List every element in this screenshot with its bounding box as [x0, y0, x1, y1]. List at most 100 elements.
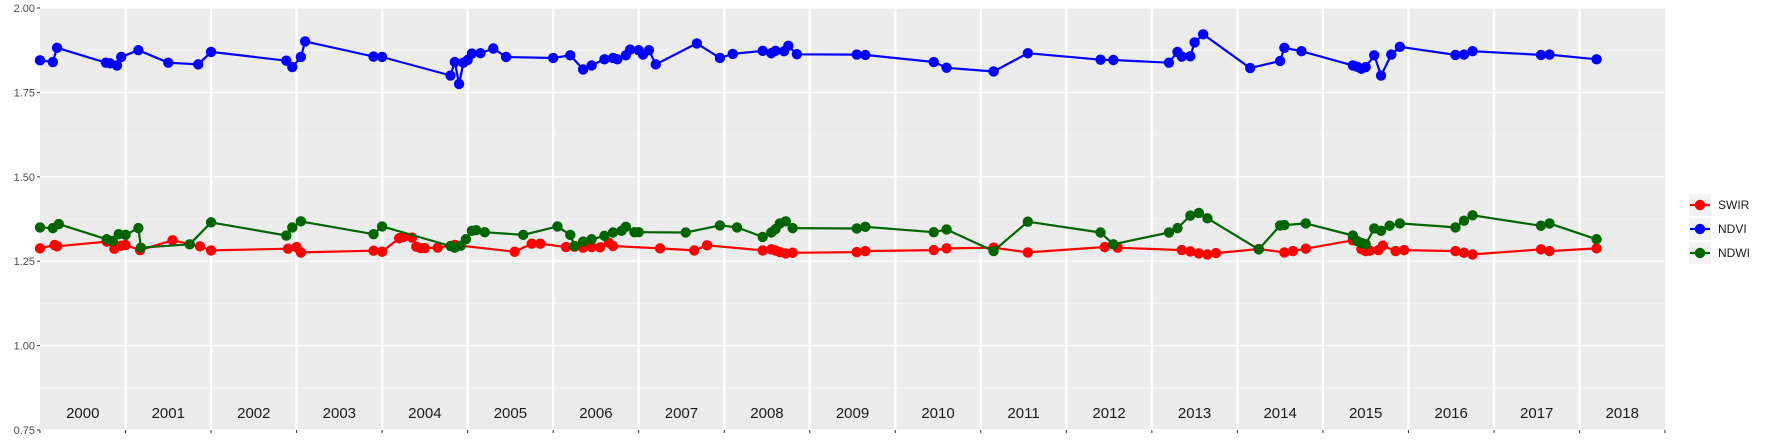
data-point-ndvi: [650, 59, 661, 70]
legend: SWIR NDVI NDWI: [1689, 194, 1750, 264]
legend-label-ndvi: NDVI: [1718, 222, 1747, 236]
data-point-ndvi: [624, 44, 636, 55]
data-point-ndvi: [783, 40, 794, 52]
data-point-ndwi: [376, 221, 388, 232]
data-point-ndvi: [691, 38, 703, 49]
data-point-ndvi: [599, 54, 610, 65]
data-point-ndvi: [295, 51, 307, 63]
data-point-swir: [120, 239, 131, 251]
data-point-ndvi: [1591, 54, 1602, 65]
data-point-ndwi: [731, 222, 743, 233]
data-point-ndvi: [727, 48, 738, 60]
data-point-ndwi: [1375, 225, 1387, 237]
data-point-swir: [205, 245, 217, 256]
data-point-ndvi: [612, 54, 623, 65]
year-label: 2017: [1520, 405, 1553, 422]
data-point-swir: [1279, 247, 1290, 258]
data-point-ndvi: [941, 62, 952, 73]
data-point-ndvi: [1369, 50, 1380, 61]
data-point-ndwi: [287, 222, 298, 233]
data-point-ndvi: [577, 64, 589, 75]
year-label: 2005: [494, 405, 527, 422]
legend-key-point: [1694, 247, 1706, 259]
y-tick-label: 1.50: [14, 172, 35, 184]
data-point-ndwi: [1544, 218, 1555, 229]
year-label: 2016: [1434, 405, 1467, 422]
data-point-ndvi: [287, 61, 298, 73]
year-label: 2001: [152, 405, 185, 422]
data-point-ndwi: [1458, 215, 1470, 226]
data-point-ndwi: [184, 239, 195, 250]
data-point-ndwi: [1450, 222, 1461, 233]
data-point-swir: [368, 245, 379, 256]
data-point-swir: [194, 241, 206, 252]
year-label: 2015: [1349, 405, 1382, 422]
data-point-ndwi: [120, 229, 131, 241]
data-point-ndvi: [1095, 54, 1106, 65]
data-point-ndvi: [488, 43, 499, 54]
data-point-swir: [282, 243, 294, 254]
data-point-swir: [654, 243, 666, 254]
data-point-ndvi: [475, 48, 486, 59]
data-point-ndwi: [851, 223, 862, 234]
data-point-ndwi: [1535, 220, 1547, 231]
data-point-ndvi: [205, 46, 217, 58]
data-point-swir: [851, 246, 862, 258]
data-point-ndwi: [1185, 210, 1196, 221]
data-point-swir: [689, 245, 700, 256]
data-point-ndvi: [860, 49, 871, 61]
data-point-ndvi: [1279, 42, 1290, 54]
data-point-swir: [1099, 241, 1111, 253]
data-point-ndwi: [1591, 234, 1602, 245]
data-point-ndvi: [368, 51, 379, 62]
major-gridlines: [40, 7, 1665, 431]
data-point-ndvi: [1274, 55, 1286, 67]
data-point-swir: [757, 245, 768, 256]
data-point-ndvi: [928, 56, 939, 68]
data-point-ndwi: [205, 217, 217, 228]
year-labels: 2000 2001 2002 2003 2004 2005 2006 2007 2008 2009…: [66, 405, 1639, 422]
y-tick-label: 1.75: [14, 87, 35, 99]
year-label: 2012: [1092, 405, 1125, 422]
data-point-ndvi: [770, 45, 781, 57]
data-point-ndwi: [518, 229, 529, 241]
data-point-ndvi: [445, 70, 456, 81]
data-point-ndwi: [928, 226, 939, 238]
data-point-ndvi: [757, 45, 768, 57]
data-point-ndvi: [1176, 51, 1187, 62]
year-label: 2009: [836, 405, 869, 422]
data-point-ndvi: [1189, 37, 1200, 48]
data-point-ndvi: [988, 66, 999, 77]
data-point-swir: [1535, 244, 1547, 255]
data-point-swir: [535, 238, 546, 249]
data-point-ndwi: [1467, 210, 1478, 221]
data-point-ndwi: [107, 235, 118, 247]
data-point-swir: [1022, 247, 1034, 258]
minor-gridlines: [40, 49, 1665, 389]
data-point-ndwi: [135, 242, 147, 253]
data-point-ndwi: [577, 236, 589, 247]
data-point-ndwi: [295, 216, 307, 227]
data-point-swir: [526, 238, 537, 249]
data-point-swir: [51, 241, 63, 252]
data-point-swir: [928, 244, 939, 256]
data-point-swir: [1467, 249, 1478, 260]
year-label: 2003: [323, 405, 356, 422]
data-point-ndwi: [860, 221, 871, 232]
data-point-ndvi: [1450, 49, 1461, 61]
data-point-ndvi: [1108, 54, 1119, 66]
data-point-ndwi: [368, 228, 379, 240]
data-point-ndwi: [1095, 227, 1106, 238]
data-point-swir: [1544, 245, 1555, 257]
data-point-ndvi: [111, 60, 123, 71]
data-point-ndwi: [757, 231, 768, 243]
data-point-ndwi: [34, 222, 46, 233]
data-point-swir: [509, 246, 520, 257]
series-ndvi: [34, 29, 1602, 90]
data-point-ndvi: [1544, 49, 1555, 60]
data-point-ndvi: [1458, 49, 1470, 60]
data-point-ndwi: [1193, 207, 1205, 219]
data-point-swir: [1176, 244, 1187, 256]
data-point-ndwi: [586, 234, 597, 245]
data-point-ndvi: [500, 51, 512, 63]
